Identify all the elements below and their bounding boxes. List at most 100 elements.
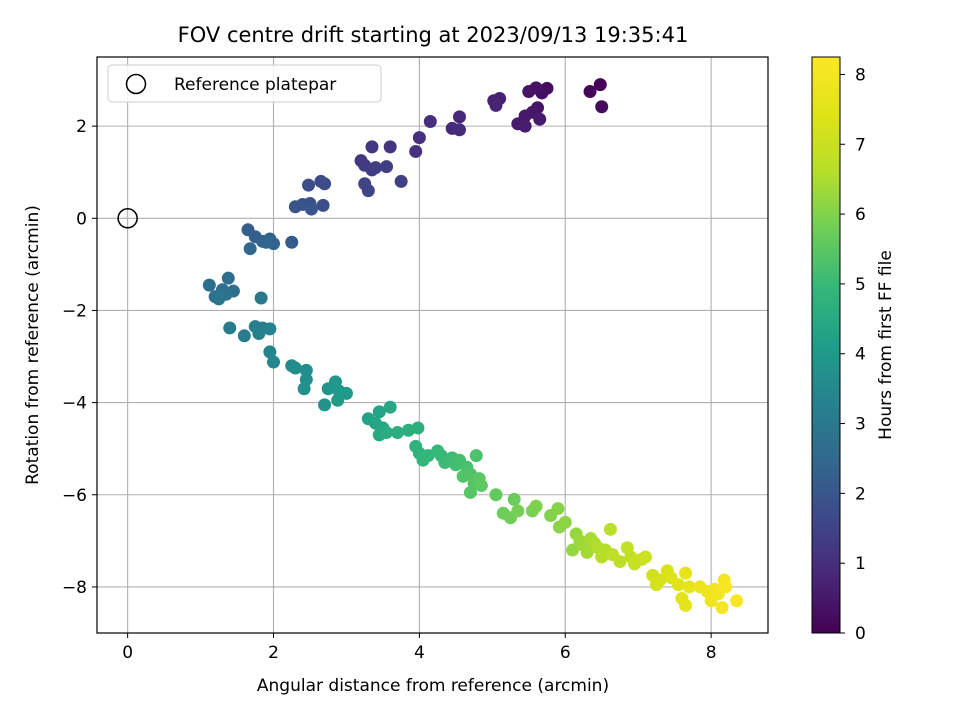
data-point: [595, 550, 609, 564]
data-point: [522, 85, 536, 99]
legend-marker-icon: [125, 73, 147, 95]
data-point: [254, 291, 268, 305]
data-point: [394, 174, 408, 188]
data-point: [318, 177, 332, 191]
colorbar-tick-label: 7: [855, 135, 866, 155]
colorbar-tick-label: 1: [855, 554, 866, 574]
data-point: [518, 119, 532, 133]
y-tick-label: 0: [76, 209, 87, 229]
data-point: [411, 421, 425, 435]
data-point: [682, 580, 696, 594]
data-point: [489, 488, 503, 502]
x-tick-label: 8: [706, 643, 717, 663]
data-point: [288, 361, 302, 375]
data-point: [202, 278, 216, 292]
data-point: [469, 449, 483, 463]
data-point: [380, 160, 394, 174]
colorbar-ticks: 0 1 2 3 4 5 6 7 8: [840, 65, 866, 644]
legend-entry-reference: Reference platepar: [174, 75, 336, 95]
data-point: [316, 198, 330, 212]
colorbar-tick-label: 4: [855, 345, 866, 365]
x-tick-label: 4: [414, 643, 425, 663]
data-point: [267, 355, 281, 369]
legend-box: [107, 64, 382, 103]
x-axis-label: Angular distance from reference (arcmin): [257, 676, 609, 696]
reference-marker-layer: [117, 208, 138, 229]
y-tick-label: −6: [62, 486, 87, 506]
data-point: [730, 594, 744, 608]
colorbar-tick-label: 2: [855, 484, 866, 504]
data-point: [243, 242, 257, 256]
data-point: [583, 85, 597, 99]
data-point: [474, 479, 488, 493]
data-points: [202, 78, 744, 615]
data-point: [383, 140, 397, 154]
x-tick-label: 6: [560, 643, 571, 663]
data-point: [423, 115, 437, 129]
data-point: [383, 400, 397, 414]
chart-title: FOV centre drift starting at 2023/09/13 …: [178, 23, 689, 47]
data-point: [252, 326, 266, 340]
data-point: [529, 499, 543, 513]
data-point: [299, 363, 313, 377]
y-axis-ticks: −8 −6 −4 −2 0 2: [62, 117, 97, 598]
data-point: [533, 112, 547, 126]
data-point: [331, 393, 345, 407]
x-tick-label: 0: [122, 643, 133, 663]
plot-frame: [96, 56, 769, 634]
y-axis-label: Rotation from reference (arcmin): [23, 205, 43, 485]
colorbar-gradient: [811, 56, 841, 634]
y-tick-label: −4: [62, 394, 87, 414]
data-point: [285, 235, 299, 249]
data-point: [365, 140, 379, 154]
data-point: [679, 566, 693, 580]
x-tick-label: 2: [268, 643, 279, 663]
data-point: [369, 161, 383, 175]
data-point: [223, 321, 237, 335]
data-point: [361, 184, 375, 198]
data-point: [452, 123, 466, 137]
data-point: [653, 573, 667, 587]
data-point: [412, 131, 426, 145]
y-tick-label: −2: [62, 301, 87, 321]
data-point: [318, 398, 332, 412]
data-point: [212, 292, 226, 306]
data-point: [390, 426, 404, 440]
data-point: [302, 178, 316, 192]
data-point: [580, 545, 594, 559]
data-point: [489, 98, 503, 112]
data-point: [263, 345, 277, 359]
data-point: [595, 100, 609, 114]
data-point: [671, 578, 685, 592]
data-point: [507, 492, 521, 506]
x-axis-ticks: 0 2 4 6 8: [122, 633, 717, 663]
data-point: [259, 235, 273, 249]
colorbar-tick-label: 0: [855, 624, 866, 644]
data-point: [511, 504, 525, 518]
data-point: [593, 78, 607, 92]
data-point: [558, 515, 572, 529]
data-point: [221, 271, 235, 285]
data-point: [409, 144, 423, 158]
data-point: [452, 110, 466, 124]
data-point: [638, 550, 652, 564]
data-point: [551, 502, 565, 516]
data-point: [297, 382, 311, 396]
data-point: [372, 405, 386, 419]
data-point: [603, 522, 617, 536]
colorbar: 0 1 2 3 4 5 6 7 8 Hours from first FF file: [811, 56, 896, 644]
colorbar-tick-label: 5: [855, 275, 866, 295]
colorbar-tick-label: 3: [855, 415, 866, 435]
data-point: [719, 580, 733, 594]
data-point: [456, 469, 470, 483]
data-point: [263, 322, 277, 336]
y-tick-label: −8: [62, 578, 87, 598]
data-point: [380, 426, 394, 440]
colorbar-tick-label: 6: [855, 205, 866, 225]
legend: Reference platepar: [107, 64, 382, 103]
data-point: [288, 200, 302, 214]
reference-point-marker: [117, 208, 138, 229]
data-point: [566, 543, 580, 557]
colorbar-tick-label: 8: [855, 65, 866, 85]
